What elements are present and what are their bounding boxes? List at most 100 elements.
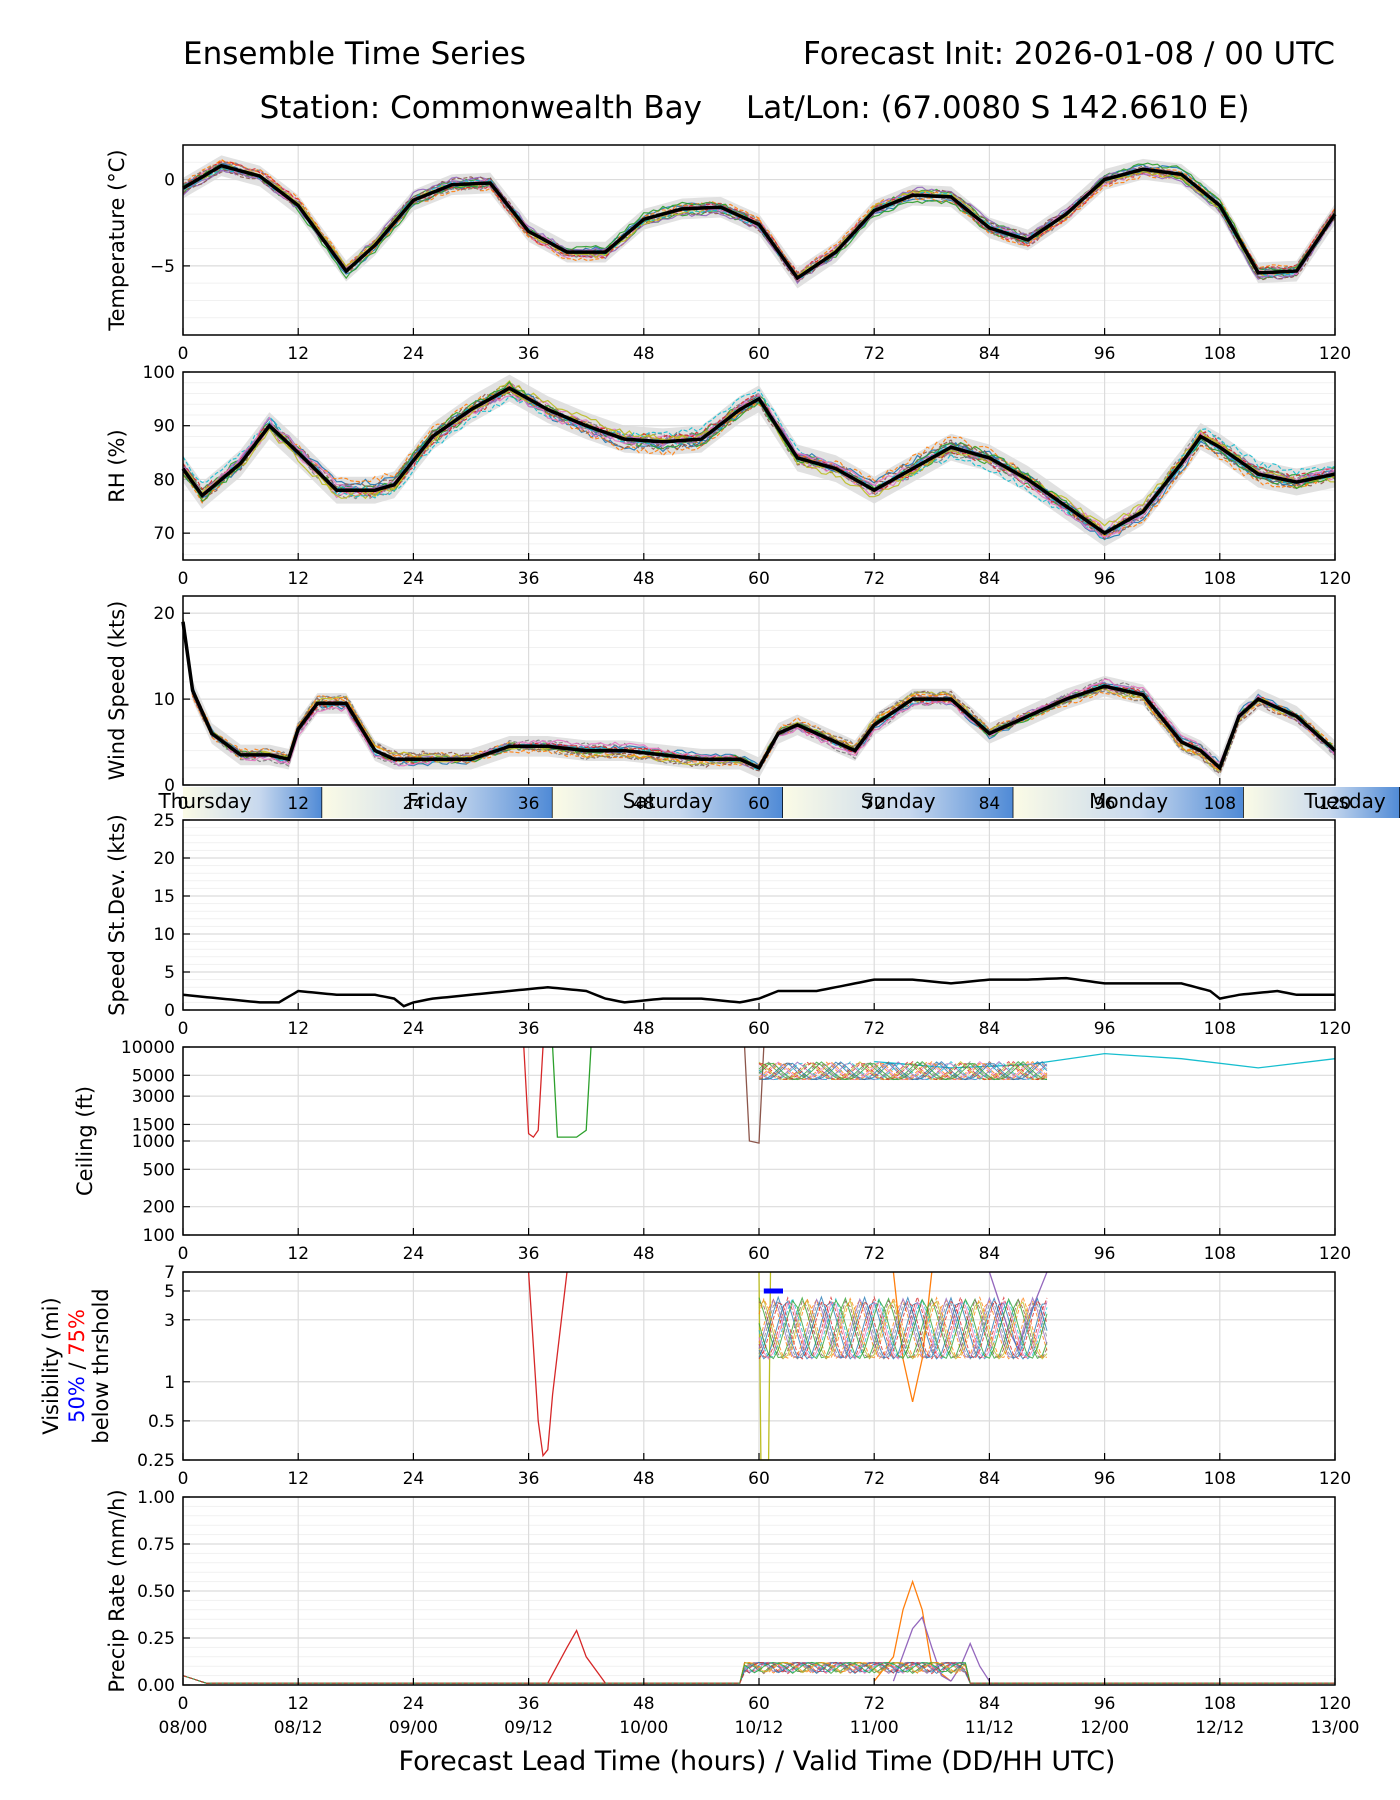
x-tick-label: 24 xyxy=(403,1694,425,1714)
x-tick-label: 24 xyxy=(403,569,425,589)
day-label: Friday xyxy=(407,789,468,813)
x-tick-label: 0 xyxy=(178,569,189,589)
x-tick-label: 36 xyxy=(518,569,540,589)
y-tick-label: 1 xyxy=(164,1373,175,1393)
ensemble-member-line xyxy=(758,1296,1048,1359)
x-tick-label: 72 xyxy=(863,1244,885,1264)
title-left-line1: Ensemble Time Series xyxy=(183,36,526,72)
ensemble-member-line xyxy=(182,158,1336,277)
y-tick-label: 0 xyxy=(164,1001,175,1021)
ensemble-mean-line xyxy=(181,386,1336,536)
x-tick-label: 12 xyxy=(287,344,309,364)
y-axis-label: Precip Rate (mm/h) xyxy=(105,1489,129,1692)
panel-precip: 1.00 0.75 0.50 0.25 0.000 12 24 36 48 60 72 84 96 108… xyxy=(105,1488,1351,1714)
y-axis-label: Wind Speed (kts) xyxy=(105,601,129,781)
x-tick-label: 24 xyxy=(403,794,425,814)
y-tick-label: 3000 xyxy=(132,1087,175,1107)
x-tick-label: 72 xyxy=(863,569,885,589)
x-tick-label: 24 xyxy=(403,1019,425,1039)
y-tick-label: 0.25 xyxy=(137,1629,175,1649)
ensemble-stdev-line xyxy=(182,976,1335,1008)
x-tick-label: 60 xyxy=(748,1469,770,1489)
y-tick-label: 5000 xyxy=(132,1066,175,1086)
y-tick-label: 1500 xyxy=(132,1115,175,1135)
y-tick-label: 90 xyxy=(153,417,175,437)
y-tick-label: 7 xyxy=(164,1263,175,1283)
x-tick-label: 36 xyxy=(518,344,540,364)
x-tick-label: 108 xyxy=(1204,1244,1236,1264)
ensemble-member-line xyxy=(758,1299,1048,1360)
x-tick-label: 60 xyxy=(748,344,770,364)
x-tick-label: 48 xyxy=(633,569,655,589)
x-tick-label: 48 xyxy=(633,1244,655,1264)
pct-sep: / xyxy=(65,1356,89,1376)
x-tick-label: 36 xyxy=(518,794,540,814)
ensemble-member-line xyxy=(758,1061,1048,1081)
ensemble-member-line xyxy=(182,169,1336,283)
x-tick-label: 108 xyxy=(1204,794,1236,814)
day-band: Thursday Friday Saturday Sunday Monday Tuesda… xyxy=(158,787,1400,818)
y-tick-label: 200 xyxy=(143,1198,175,1218)
x-tick-label: 36 xyxy=(518,1019,540,1039)
x-tick-label: 60 xyxy=(748,1244,770,1264)
x-tick-label: 96 xyxy=(1094,569,1116,589)
x-tick-label: 60 xyxy=(748,569,770,589)
x-tick-label: 36 xyxy=(518,1469,540,1489)
y-tick-label: 5 xyxy=(164,963,175,983)
x-tick-label: 96 xyxy=(1094,1244,1116,1264)
x-tick-label: 0 xyxy=(178,344,189,364)
valid-time-label: 09/12 xyxy=(504,1718,553,1738)
panel-wind-speed: 20 10 00 12 24 36 48 60 72 84 96 108 120 Wind Speed (… xyxy=(105,595,1351,814)
x-tick-label: 96 xyxy=(1094,794,1116,814)
y-tick-label: 20 xyxy=(153,604,175,624)
y-tick-label: 25 xyxy=(153,811,175,831)
y-tick-label: 0 xyxy=(164,171,175,191)
x-tick-label: 96 xyxy=(1094,1469,1116,1489)
x-tick-label: 72 xyxy=(863,794,885,814)
ensemble-member-line xyxy=(758,1295,1048,1359)
vis-dip-olive xyxy=(758,1271,772,1461)
y-tick-label: 15 xyxy=(153,887,175,907)
x-tick-label: 12 xyxy=(287,569,309,589)
x-tick-label: 120 xyxy=(1319,1694,1351,1714)
panel-speed-stdev: 0 5 10 15 20 25 0 12 24 36 48 60 72 84 96 108 120 Speed S… xyxy=(105,811,1351,1039)
precip-red-peak xyxy=(547,1628,606,1684)
x-tick-label: 60 xyxy=(748,1019,770,1039)
x-tick-label: 60 xyxy=(748,794,770,814)
ensemble-member-line xyxy=(182,621,1336,773)
ensemble-member-line xyxy=(758,1298,1048,1360)
x-axis-label: Forecast Lead Time (hours) / Valid Time … xyxy=(399,1746,1116,1777)
x-tick-label: 120 xyxy=(1319,1244,1351,1264)
y-tick-label: 1000 xyxy=(132,1132,175,1152)
day-label: Saturday xyxy=(623,789,713,813)
vis-dip-red xyxy=(527,1271,568,1458)
x-tick-label: 72 xyxy=(863,1694,885,1714)
ensemble-member-line xyxy=(758,1297,1048,1360)
valid-time-label: 13/00 xyxy=(1311,1718,1360,1738)
x-tick-label: 96 xyxy=(1094,1019,1116,1039)
ceiling-late-low xyxy=(874,1052,1336,1069)
valid-time-label: 12/00 xyxy=(1080,1718,1129,1738)
y-tick-label: 70 xyxy=(153,524,175,544)
y-tick-label: 0 xyxy=(164,776,175,796)
y-tick-label: 0.75 xyxy=(137,1535,175,1555)
day-label: Monday xyxy=(1089,789,1168,813)
y-tick-label: 0.50 xyxy=(137,1582,175,1602)
ensemble-member-line xyxy=(758,1297,1048,1360)
y-axis-label-threshold: below thrshold xyxy=(89,1288,113,1443)
valid-time-label: 09/00 xyxy=(389,1718,438,1738)
ensemble-member-line xyxy=(182,383,1336,537)
x-tick-label: 36 xyxy=(518,1244,540,1264)
x-tick-label: 72 xyxy=(863,1469,885,1489)
x-tick-label: 48 xyxy=(633,1694,655,1714)
x-tick-label: 0 xyxy=(178,794,189,814)
y-axis-label: Speed St.Dev. (kts) xyxy=(105,814,129,1016)
y-tick-label: −5 xyxy=(150,257,175,277)
y-axis-label: Visibility (mi) xyxy=(39,1297,63,1434)
valid-time-labels: 08/00 08/12 09/00 09/12 10/00 10/12 11/00 11/12… xyxy=(159,1718,1360,1738)
x-tick-label: 24 xyxy=(403,1469,425,1489)
x-tick-label: 84 xyxy=(979,1694,1001,1714)
ensemble-member-line xyxy=(758,1295,1048,1359)
y-tick-label: 500 xyxy=(143,1160,175,1180)
